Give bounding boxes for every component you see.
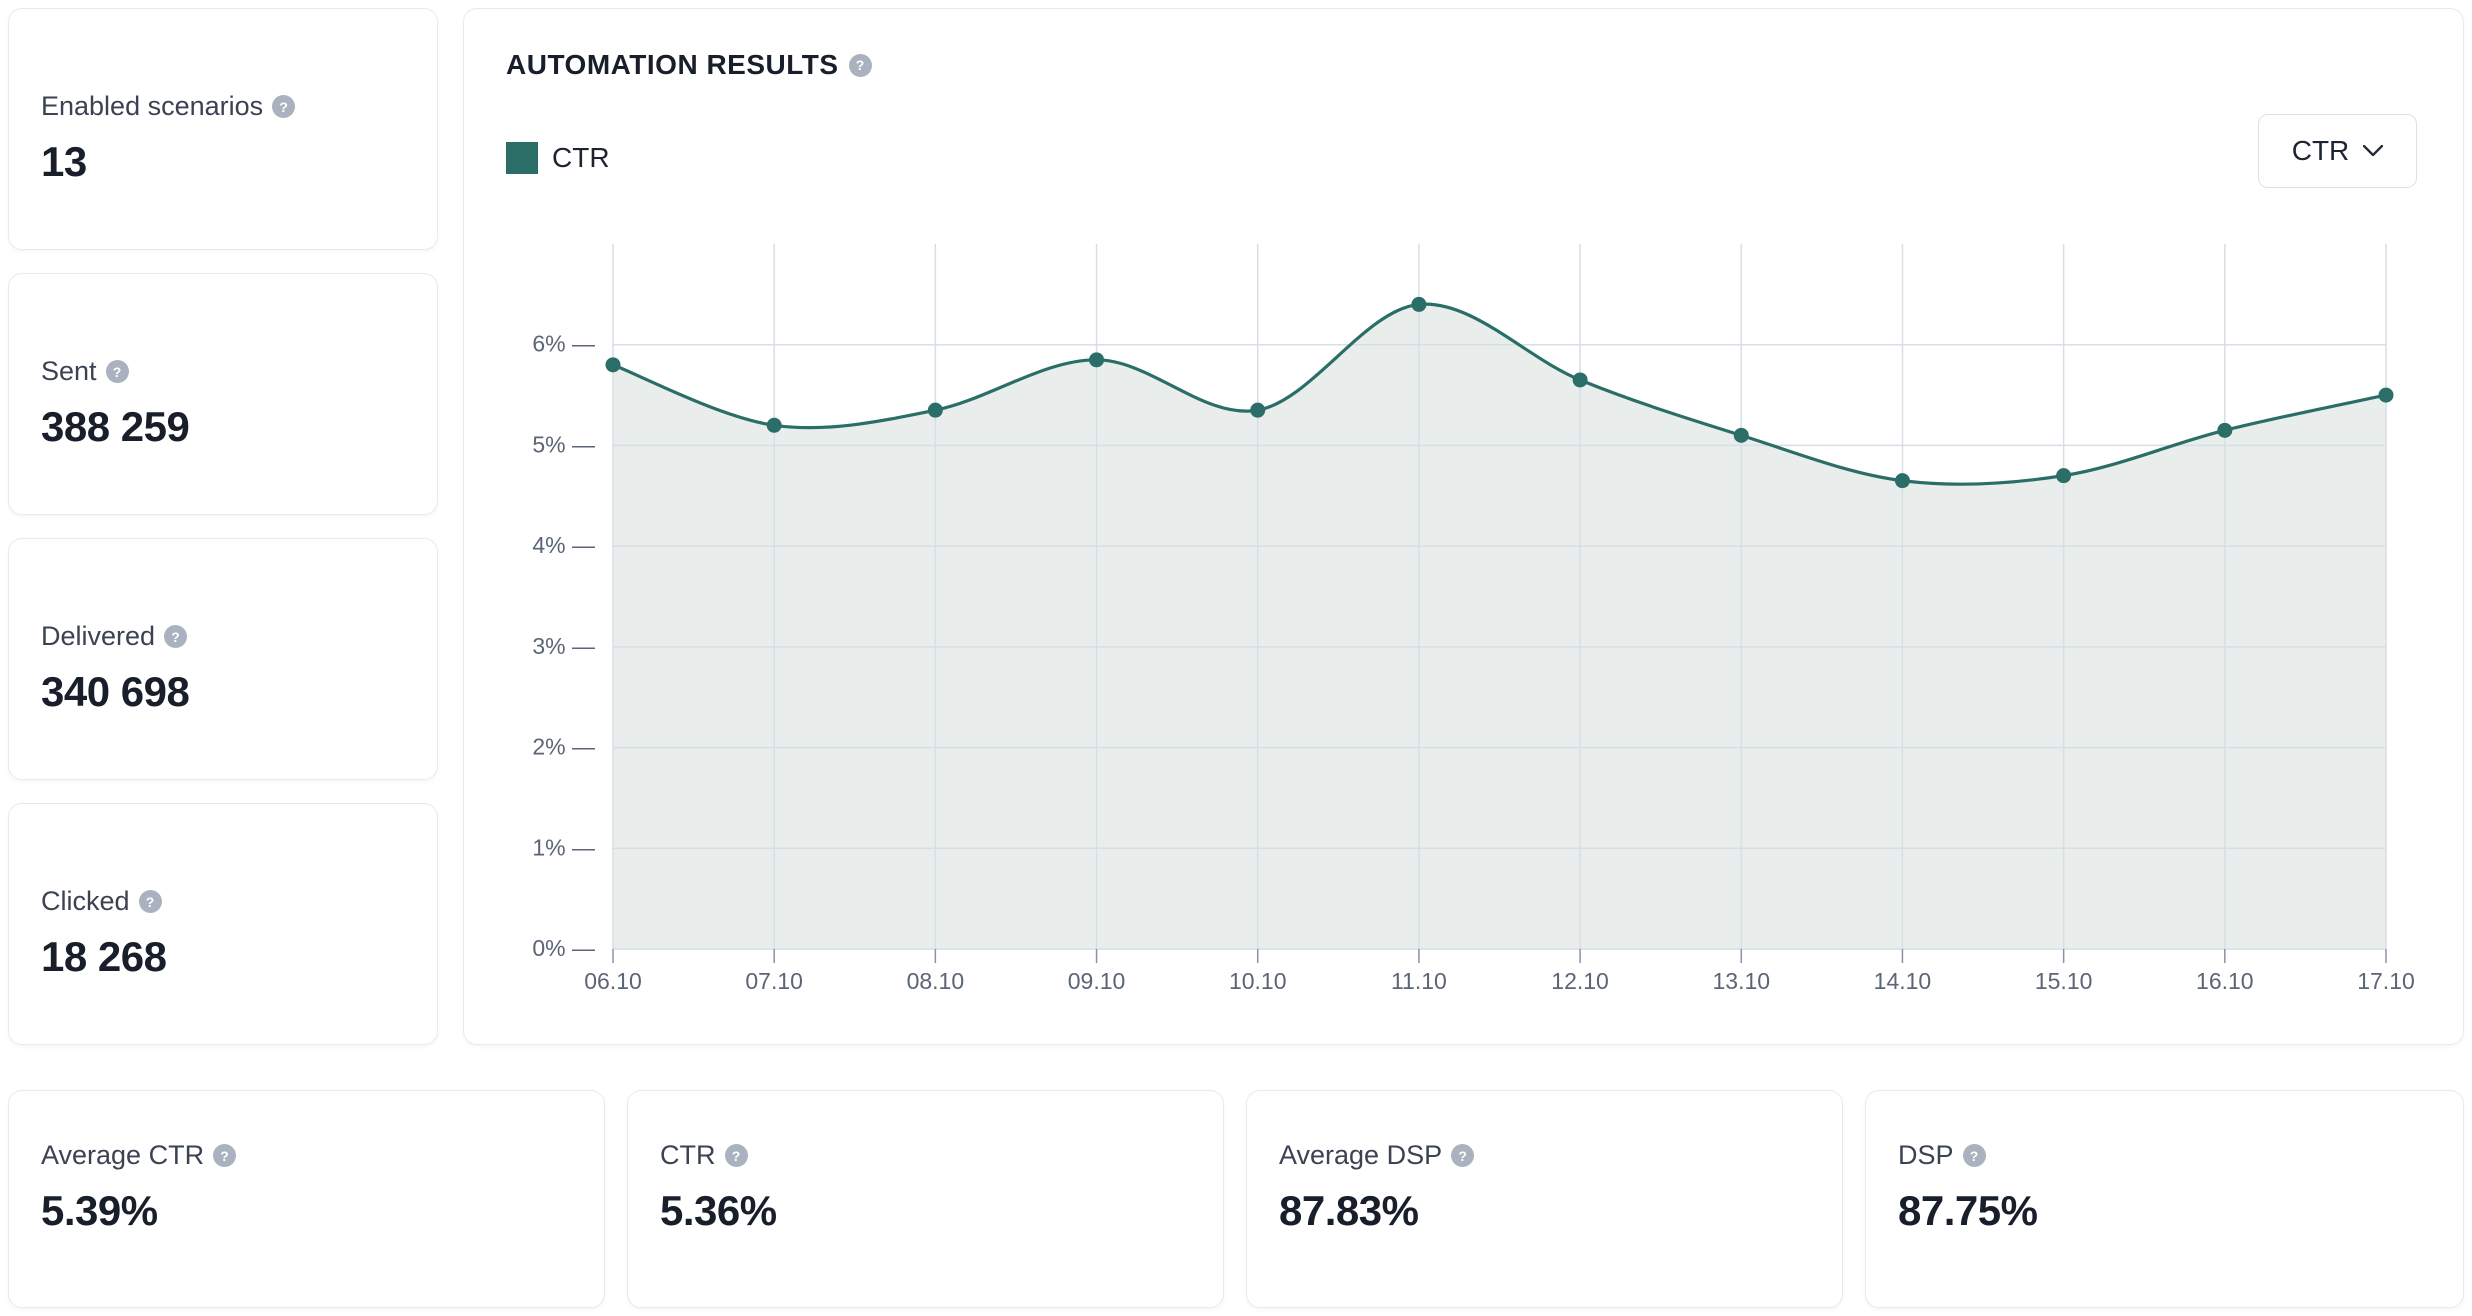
svg-text:2% —: 2% — bbox=[532, 734, 595, 760]
svg-text:16.10: 16.10 bbox=[2196, 968, 2254, 994]
svg-text:12.10: 12.10 bbox=[1551, 968, 1609, 994]
svg-text:06.10: 06.10 bbox=[584, 968, 642, 994]
svg-text:6% —: 6% — bbox=[532, 331, 595, 357]
svg-text:0% —: 0% — bbox=[532, 935, 595, 961]
svg-text:09.10: 09.10 bbox=[1068, 968, 1126, 994]
svg-text:3% —: 3% — bbox=[532, 633, 595, 659]
svg-text:07.10: 07.10 bbox=[745, 968, 803, 994]
svg-text:08.10: 08.10 bbox=[907, 968, 965, 994]
svg-text:4% —: 4% — bbox=[532, 532, 595, 558]
svg-text:15.10: 15.10 bbox=[2035, 968, 2093, 994]
svg-text:14.10: 14.10 bbox=[1874, 968, 1932, 994]
svg-text:11.10: 11.10 bbox=[1391, 968, 1447, 994]
svg-text:5% —: 5% — bbox=[532, 431, 595, 457]
svg-text:13.10: 13.10 bbox=[1712, 968, 1770, 994]
svg-text:17.10: 17.10 bbox=[2357, 968, 2415, 994]
svg-text:1% —: 1% — bbox=[532, 834, 595, 860]
svg-text:10.10: 10.10 bbox=[1229, 968, 1287, 994]
